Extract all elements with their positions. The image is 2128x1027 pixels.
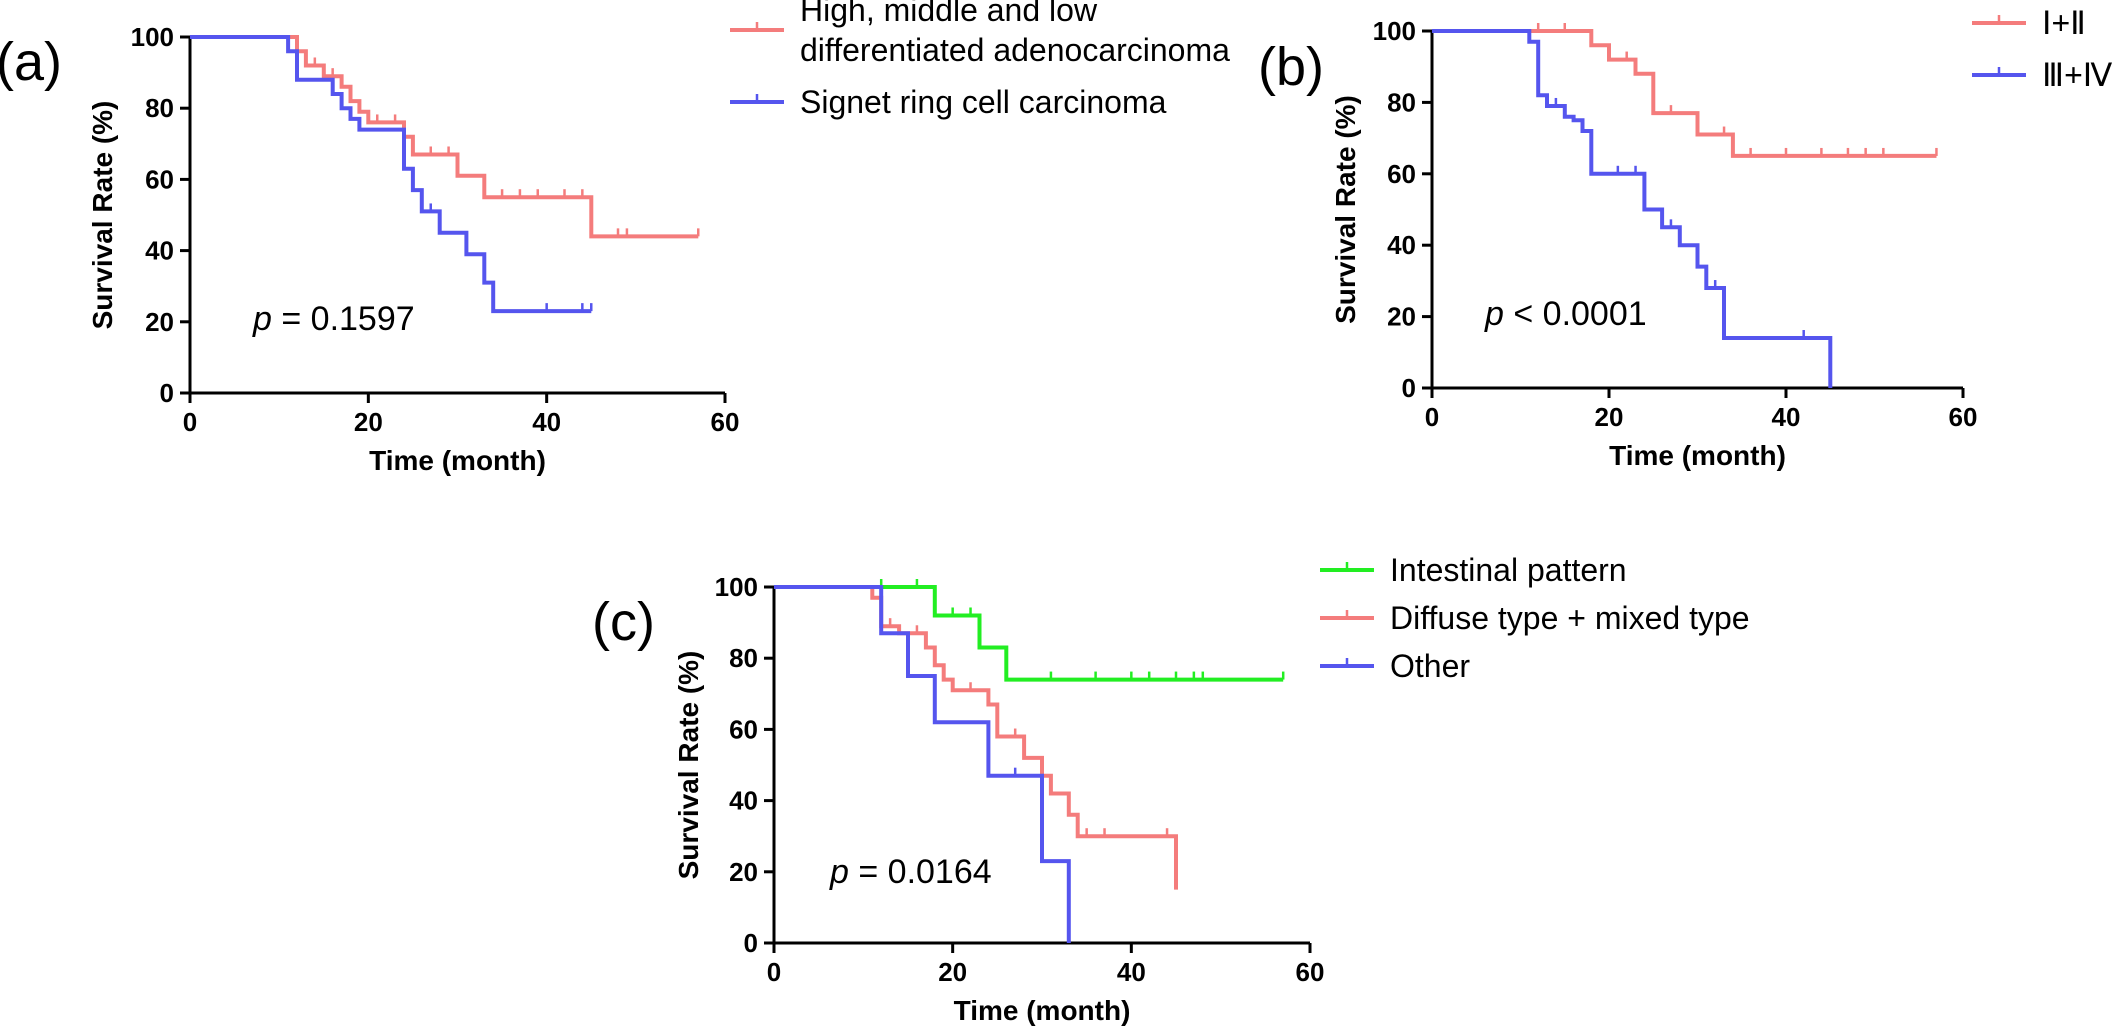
legend-entry: Other (1320, 648, 1470, 684)
legend-entry: Diffuse type + mixed type (1320, 600, 1750, 636)
survival-curve-2 (190, 35, 592, 314)
y-tick-label: 20 (1387, 302, 1416, 332)
y-tick-label: 40 (1387, 230, 1416, 260)
y-tick-label: 80 (145, 93, 174, 123)
legend-label: Ⅰ+Ⅱ (2042, 5, 2086, 41)
y-tick-label: 0 (160, 378, 174, 408)
y-tick-label: 80 (1387, 87, 1416, 117)
x-axis-title: Time (month) (954, 995, 1131, 1026)
p-value-annotation: p < 0.0001 (1484, 295, 1647, 333)
panel-label: (b) (1258, 37, 1324, 97)
x-tick-label: 20 (938, 957, 967, 987)
p-value-symbol: p (1484, 295, 1504, 333)
panel-label: (a) (0, 32, 62, 92)
panel-c: (c) 0 20 40 60 0 20 40 60 80 100 Time (month) Surviv… (592, 552, 1750, 1026)
p-value-text: = 0.1597 (272, 300, 415, 338)
legend-entry: High, middle and low differentiated adeno… (730, 0, 1230, 68)
p-value-text: = 0.0164 (849, 853, 992, 891)
p-value-annotation: p = 0.1597 (252, 300, 415, 338)
legend-label: Diffuse type + mixed type (1390, 600, 1750, 636)
x-axis-title: Time (month) (369, 445, 546, 476)
x-tick-label: 40 (1772, 402, 1801, 432)
x-tick-label: 40 (532, 407, 561, 437)
y-tick-label: 20 (145, 307, 174, 337)
legend-label: Intestinal pattern (1390, 552, 1627, 588)
y-tick-label: 0 (1402, 373, 1416, 403)
p-value-symbol: p (829, 853, 849, 891)
survival-curve-1 (1432, 29, 1937, 158)
legend-entry: Ⅰ+Ⅱ (1972, 5, 2086, 41)
y-tick-label: 80 (729, 643, 758, 673)
legend-label: Ⅲ+Ⅳ (2042, 57, 2113, 93)
y-axis-title: Survival Rate (%) (1330, 95, 1361, 324)
survival-curve-1 (774, 585, 1284, 682)
legend-entry: Ⅲ+Ⅳ (1972, 57, 2113, 93)
y-tick-label: 20 (729, 857, 758, 887)
y-tick-label: 100 (131, 22, 174, 52)
panel-label: (c) (592, 592, 655, 652)
x-tick-label: 60 (1949, 402, 1978, 432)
survival-curve-1 (190, 35, 699, 239)
panel-a: (a) 0 20 40 60 0 20 40 60 80 100 Time (month) Surviv… (0, 0, 1230, 476)
p-value-text: < 0.0001 (1504, 295, 1647, 333)
y-tick-label: 60 (1387, 159, 1416, 189)
x-tick-label: 40 (1117, 957, 1146, 987)
panel-b: (b) 0 20 40 60 0 20 40 60 80 100 Time (month) Surviv… (1258, 5, 2113, 471)
x-tick-label: 0 (1425, 402, 1439, 432)
y-tick-label: 40 (145, 236, 174, 266)
y-tick-label: 60 (145, 164, 174, 194)
x-tick-label: 60 (711, 407, 740, 437)
legend-label: Signet ring cell carcinoma (800, 84, 1167, 120)
legend-label: Other (1390, 648, 1470, 684)
x-tick-label: 60 (1296, 957, 1325, 987)
p-value-symbol: p (252, 300, 272, 338)
survival-curve-2 (1432, 29, 1833, 388)
survival-curve-2 (774, 585, 1178, 890)
x-tick-label: 20 (354, 407, 383, 437)
y-tick-label: 60 (729, 714, 758, 744)
y-tick-label: 100 (715, 572, 758, 602)
x-tick-label: 0 (183, 407, 197, 437)
y-axis-title: Survival Rate (%) (87, 101, 118, 330)
legend-label: High, middle and low (800, 0, 1098, 28)
legend-entry: Intestinal pattern (1320, 552, 1627, 588)
survival-curve-3 (774, 585, 1071, 943)
legend-label: differentiated adenocarcinoma (800, 32, 1230, 68)
y-tick-label: 0 (744, 928, 758, 958)
y-tick-label: 40 (729, 786, 758, 816)
x-axis-title: Time (month) (1609, 440, 1786, 471)
p-value-annotation: p = 0.0164 (829, 853, 992, 891)
x-tick-label: 0 (767, 957, 781, 987)
x-tick-label: 20 (1595, 402, 1624, 432)
y-tick-label: 100 (1373, 16, 1416, 46)
legend-entry: Signet ring cell carcinoma (730, 84, 1167, 120)
y-axis-title: Survival Rate (%) (673, 651, 704, 880)
